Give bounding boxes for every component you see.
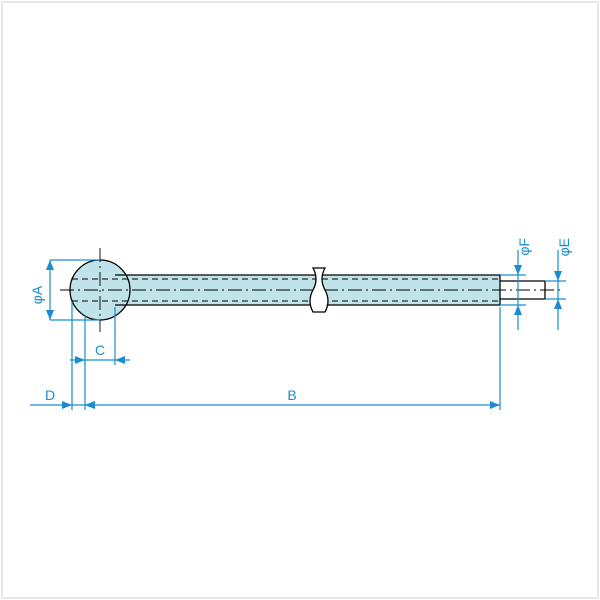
dim-label-B: B — [287, 387, 296, 403]
dim-label-phiF: φF — [516, 238, 532, 256]
dim-label-C: C — [95, 342, 105, 358]
dim-label-phiE: φE — [556, 238, 572, 256]
tech-drawing: φA φF φE C D — [0, 0, 600, 600]
dim-label-phiA: φA — [29, 285, 45, 304]
dim-label-D: D — [45, 387, 55, 403]
